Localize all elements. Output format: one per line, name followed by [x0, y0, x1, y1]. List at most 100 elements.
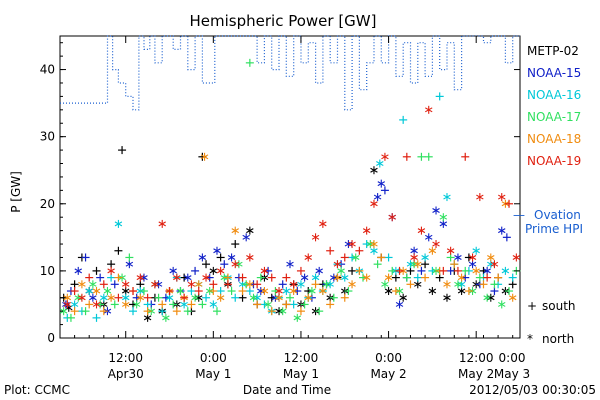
north-point-noaa-18 — [121, 300, 130, 309]
north-point-metp-02 — [143, 313, 152, 322]
north-point-noaa-18 — [333, 273, 342, 282]
north-point-noaa-18 — [246, 280, 254, 289]
south-point-noaa-16 — [107, 273, 116, 282]
south-point-noaa-17 — [300, 300, 309, 309]
south-point-noaa-17 — [475, 273, 484, 282]
south-point-noaa-15 — [502, 233, 511, 242]
south-point-noaa-15 — [417, 266, 426, 275]
north-point-noaa-19 — [370, 199, 378, 208]
series-legend: METP-02 NOAA-15 NOAA-16 NOAA-17 NOAA-18 NOAA-… — [527, 44, 581, 168]
south-point-metp-02 — [202, 260, 211, 269]
north-point-noaa-19 — [231, 260, 239, 269]
north-point-noaa-15 — [184, 273, 192, 282]
south-point-noaa-15 — [81, 253, 90, 262]
south-point-noaa-18 — [340, 293, 349, 302]
south-point-noaa-16 — [413, 273, 422, 282]
x-axis: 12:00 Apr30 0:00 May 1 12:00 May 1 0:00 May 2 12… — [59, 36, 530, 381]
plot-timestamp: 2012/05/03 00:30:05 — [469, 383, 596, 397]
south-point-noaa-19 — [165, 287, 174, 296]
south-point-noaa-19 — [296, 266, 305, 275]
north-point-noaa-18 — [260, 287, 269, 296]
north-point-noaa-18 — [275, 293, 283, 302]
south-point-noaa-18 — [172, 307, 181, 316]
north-point-noaa-19 — [311, 233, 320, 242]
south-point-noaa-15 — [380, 186, 389, 195]
south-point-noaa-17 — [424, 152, 433, 161]
chart-title: Hemispheric Power [GW] — [190, 12, 377, 30]
north-point-noaa-19 — [388, 213, 396, 222]
south-point-metp-02 — [107, 260, 116, 269]
north-point-noaa-18 — [200, 152, 209, 161]
south-point-noaa-17 — [256, 273, 265, 282]
south-point-noaa-16 — [435, 92, 444, 101]
north-point-noaa-15 — [410, 246, 418, 255]
north-point-noaa-19 — [362, 226, 371, 235]
marker-legend: + south * north — [527, 299, 576, 346]
north-point-noaa-15 — [242, 233, 250, 242]
south-point-noaa-17 — [417, 152, 426, 161]
north-point-noaa-15 — [300, 273, 309, 282]
north-point-noaa-17 — [439, 213, 448, 222]
south-point-noaa-19 — [461, 152, 470, 161]
north-point-noaa-18 — [216, 293, 225, 302]
south-point-noaa-19 — [483, 273, 492, 282]
north-point-noaa-17 — [351, 253, 360, 262]
north-point-noaa-15 — [213, 246, 221, 255]
south-point-noaa-18 — [377, 253, 386, 262]
south-point-noaa-16 — [231, 293, 240, 302]
south-point-noaa-18 — [282, 300, 291, 309]
north-point-noaa-19 — [216, 266, 225, 275]
y-axis-label: P [GW] — [9, 171, 23, 213]
north-point-noaa-15 — [257, 287, 265, 296]
north-point-noaa-19 — [446, 246, 455, 255]
south-point-metp-02 — [508, 280, 517, 289]
north-point-noaa-18 — [508, 293, 517, 302]
south-point-noaa-17 — [446, 253, 455, 262]
north-point-noaa-15 — [377, 179, 386, 188]
north-point-noaa-16 — [282, 287, 291, 296]
north-point-metp-02 — [443, 293, 451, 302]
south-point-noaa-17 — [81, 307, 90, 316]
south-point-noaa-18 — [421, 273, 430, 282]
north-point-noaa-19 — [468, 253, 477, 262]
north-point-noaa-18 — [304, 293, 312, 302]
ovation-series — [60, 35, 520, 111]
north-point-noaa-16 — [311, 273, 320, 282]
north-point-noaa-17 — [278, 307, 287, 316]
south-point-noaa-15 — [96, 273, 105, 282]
y-tick-label: 10 — [40, 264, 55, 278]
north-point-noaa-17 — [483, 293, 491, 302]
south-point-noaa-17 — [169, 300, 178, 309]
north-point-noaa-15 — [454, 253, 462, 262]
south-point-noaa-17 — [286, 293, 294, 302]
north-point-metp-02 — [384, 287, 393, 296]
south-point-noaa-19 — [180, 293, 189, 302]
y-tick-label: 0 — [47, 331, 55, 345]
south-point-metp-02 — [136, 280, 145, 289]
south-point-noaa-19 — [453, 266, 462, 275]
north-point-metp-02 — [399, 293, 407, 302]
legend-metp-02: METP-02 — [527, 44, 579, 58]
south-point-noaa-18 — [311, 280, 320, 289]
south-point-noaa-16 — [158, 307, 167, 316]
south-point-noaa-17 — [344, 287, 353, 296]
x-tick-label-time: 0:00 — [375, 351, 402, 365]
south-point-noaa-18 — [464, 287, 473, 296]
north-point-noaa-19 — [173, 273, 181, 282]
north-point-noaa-16 — [341, 273, 349, 282]
north-point-noaa-17 — [103, 287, 112, 296]
north-point-noaa-15 — [468, 260, 477, 269]
north-point-noaa-18 — [370, 240, 378, 249]
south-point-noaa-16 — [143, 300, 152, 309]
x-tick-label-time: 12:00 — [108, 351, 143, 365]
south-point-metp-02 — [348, 266, 357, 275]
north-point-noaa-19 — [417, 226, 426, 235]
south-point-noaa-15 — [110, 280, 119, 289]
north-point-noaa-19 — [151, 280, 159, 289]
north-point-noaa-19 — [432, 240, 440, 249]
north-point-noaa-15 — [439, 219, 448, 228]
north-point-metp-02 — [121, 287, 130, 296]
south-point-noaa-18 — [143, 307, 152, 316]
south-point-noaa-17 — [125, 253, 134, 262]
north-point-noaa-17 — [322, 280, 331, 289]
